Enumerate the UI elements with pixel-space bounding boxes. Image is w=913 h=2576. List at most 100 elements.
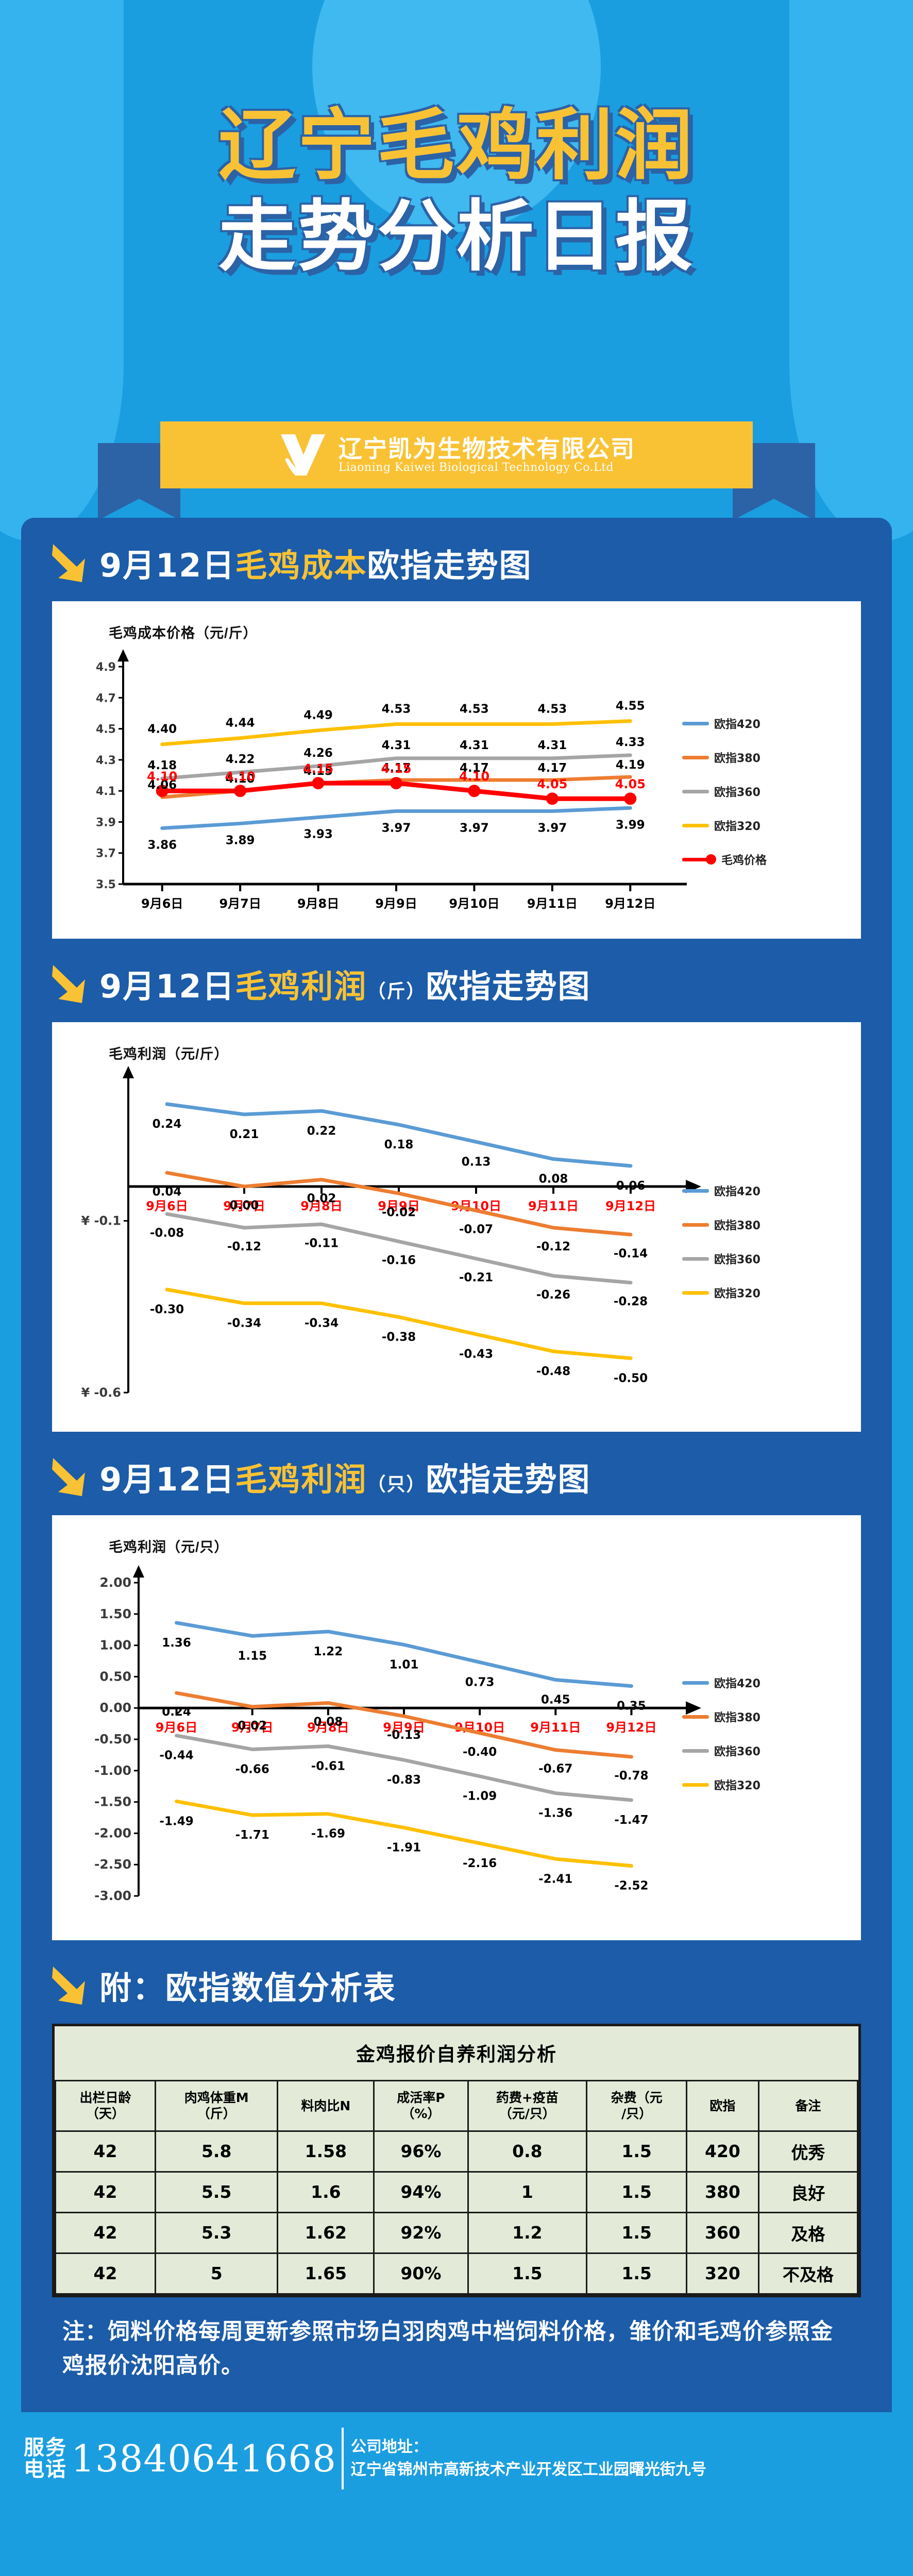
legend-item[interactable]: 欧指420 [682, 1674, 760, 1691]
svg-text:4.06: 4.06 [147, 778, 177, 792]
svg-text:9月11日: 9月11日 [528, 1199, 579, 1213]
legend-item[interactable]: 欧指320 [682, 817, 767, 834]
svg-text:4.15: 4.15 [303, 761, 333, 776]
legend-line-icon [682, 721, 709, 725]
table-cell: 42 [55, 2252, 156, 2295]
svg-text:¥ -0.1: ¥ -0.1 [81, 1214, 121, 1228]
svg-text:0.45: 0.45 [541, 1693, 570, 1706]
svg-text:4.05: 4.05 [537, 777, 567, 791]
svg-text:1.22: 1.22 [313, 1645, 343, 1658]
chart-3-title: 毛鸡利润（元/只） [109, 1539, 229, 1555]
svg-text:-0.16: -0.16 [382, 1254, 416, 1267]
svg-text:4.53: 4.53 [460, 703, 489, 716]
chart-card-cost: 毛鸡成本价格（元/斤） 3.5 3.7 3.9 4.1 4.3 4.5 4.7 4.9 9月6日… [52, 601, 861, 939]
svg-text:0.04: 0.04 [153, 1185, 182, 1198]
legend-item[interactable]: 欧指360 [682, 783, 767, 800]
svg-text:4.17: 4.17 [537, 761, 567, 775]
service-label-line1: 服务 [24, 2436, 67, 2459]
table-cell: 94% [373, 2171, 469, 2213]
legend-item[interactable]: 欧指360 [682, 1742, 760, 1759]
svg-text:1.00: 1.00 [99, 1638, 131, 1653]
svg-text:9月7日: 9月7日 [219, 896, 261, 911]
arrow-down-right-icon [51, 1963, 88, 2007]
company-name-en: Liaoning Kaiwei Biological Technology Co… [339, 461, 614, 474]
section-profit-jin-chart: 9月12日毛鸡利润（斤）欧指走势图 毛鸡利润（元/斤） ¥ -0.1 ¥ -0.6… [21, 939, 892, 1432]
company-address: 公司地址： 辽宁省锦州市高新技术产业开发区工业园曙光街九号 [351, 2436, 706, 2481]
svg-text:0.00: 0.00 [230, 1199, 259, 1212]
legend-line-icon [682, 1715, 709, 1719]
svg-text:9月12日: 9月12日 [605, 896, 655, 911]
note-text: 注：饲料价格每周更新参照市场白羽肉鸡中档饲料价格，雏价和毛鸡价参照金鸡报价沈阳高… [62, 2318, 833, 2379]
section-cost-chart: 9月12日毛鸡成本欧指走势图 毛鸡成本价格（元/斤） 3.5 3.7 3.9 4.1 4… [21, 518, 892, 939]
chart-3-svg: 2.00 1.50 1.00 0.50 0.00 -0.50 -1.00 -1.50 -2.00… [94, 1565, 701, 1903]
table-cell: 优秀 [757, 2130, 859, 2173]
table-header-cell: 料肉比N [277, 2080, 375, 2132]
chart-2-plot: ¥ -0.1 ¥ -0.6 9月6日 9月7日 9月8日 9月9日 9月10日 9月11日 9月… [61, 1063, 852, 1423]
svg-text:-0.12: -0.12 [227, 1240, 261, 1253]
svg-text:¥ -0.6: ¥ -0.6 [81, 1385, 121, 1400]
table-cell: 1.5 [586, 2252, 688, 2295]
legend-item[interactable]: 欧指420 [682, 715, 767, 732]
table-cell: 1.5 [586, 2130, 688, 2173]
legend-item[interactable]: 欧指320 [682, 1284, 760, 1301]
svg-text:-1.49: -1.49 [159, 1815, 193, 1828]
svg-text:-1.50: -1.50 [94, 1794, 131, 1809]
phone-number[interactable]: 13840641668 [71, 2436, 336, 2480]
svg-text:9月11日: 9月11日 [530, 1720, 581, 1735]
svg-text:4.40: 4.40 [147, 723, 177, 736]
svg-text:4.10: 4.10 [225, 769, 256, 784]
legend-line-icon [682, 1291, 709, 1295]
legend-item[interactable]: 欧指420 [682, 1182, 760, 1199]
legend-item[interactable]: 欧指380 [682, 1216, 760, 1233]
table-cell: 5.3 [154, 2211, 279, 2254]
table-cell: 1.58 [277, 2130, 375, 2173]
legend-item[interactable]: 欧指380 [682, 749, 767, 766]
chart-3-plot: 2.00 1.50 1.00 0.50 0.00 -0.50 -1.00 -1.50 -2.00… [61, 1556, 852, 1932]
svg-text:-0.08: -0.08 [150, 1226, 184, 1240]
table-cell: 1.6 [277, 2171, 375, 2213]
svg-text:1.01: 1.01 [390, 1658, 419, 1671]
legend-line-icon [682, 1257, 709, 1261]
table-cell: 1.2 [467, 2211, 588, 2254]
svg-text:3.5: 3.5 [96, 878, 116, 891]
legend-item[interactable]: 欧指380 [682, 1708, 760, 1725]
svg-text:0.06: 0.06 [616, 1179, 646, 1193]
section-analysis-table: 附：欧指数值分析表 金鸡报价自养利润分析 出栏日龄 （天） 肉鸡体重M （斤） 料肉比N… [21, 1940, 892, 2412]
legend-line-icon [682, 1783, 709, 1787]
svg-text:4.44: 4.44 [226, 717, 255, 730]
chart-1-plot: 3.5 3.7 3.9 4.1 4.3 4.5 4.7 4.9 9月6日 9月7日 9月8日 9月9日… [61, 642, 852, 930]
section-profit-bird-chart: 9月12日毛鸡利润（只）欧指走势图 毛鸡利润（元/只） 2.00 1.50 1.00… [21, 1432, 892, 1940]
svg-text:9月7日: 9月7日 [231, 1720, 273, 1735]
chart-1-svg: 3.5 3.7 3.9 4.1 4.3 4.5 4.7 4.9 9月6日 9月7日 9月8日 9月9日… [96, 649, 687, 911]
legend-item[interactable]: 毛鸡价格 [682, 851, 767, 868]
legend-label: 欧指420 [714, 1185, 760, 1198]
table-header-cell: 杂费（元/只） [586, 2080, 688, 2132]
svg-text:0.22: 0.22 [307, 1124, 336, 1138]
svg-text:-1.09: -1.09 [463, 1790, 497, 1803]
legend-item[interactable]: 欧指360 [682, 1250, 760, 1267]
svg-text:3.97: 3.97 [382, 821, 411, 835]
svg-text:-0.13: -0.13 [387, 1728, 421, 1742]
svg-text:-0.50: -0.50 [94, 1732, 131, 1747]
chart-1-title: 毛鸡成本价格（元/斤） [109, 625, 258, 641]
table-cell: 90% [373, 2252, 469, 2295]
legend-label: 欧指360 [714, 1253, 760, 1266]
svg-text:3.97: 3.97 [537, 821, 567, 835]
svg-text:4.15: 4.15 [381, 761, 411, 776]
legend-marker-icon [706, 854, 716, 865]
table-row: 42 5.5 1.6 94% 1 1.5 380 良好 [55, 2171, 859, 2213]
table-cell: 良好 [757, 2171, 859, 2213]
svg-text:0.50: 0.50 [99, 1669, 131, 1684]
footer: 服务 电话 13840641668 公司地址： 辽宁省锦州市高新技术产业开发区工… [0, 2412, 913, 2505]
svg-text:9月8日: 9月8日 [300, 1199, 342, 1213]
svg-text:4.53: 4.53 [382, 703, 411, 716]
legend-item[interactable]: 欧指320 [682, 1776, 760, 1793]
section-3-header: 9月12日毛鸡利润（只）欧指走势图 [21, 1432, 892, 1515]
table-cell: 1.5 [586, 2171, 688, 2213]
svg-text:4.10: 4.10 [147, 769, 177, 784]
svg-text:0.35: 0.35 [617, 1700, 646, 1713]
svg-text:9月12日: 9月12日 [605, 1199, 656, 1213]
legend-label: 欧指320 [714, 820, 760, 833]
svg-text:3.86: 3.86 [147, 838, 177, 852]
hero-title: 辽宁毛鸡利润 走势分析日报 [0, 100, 913, 283]
